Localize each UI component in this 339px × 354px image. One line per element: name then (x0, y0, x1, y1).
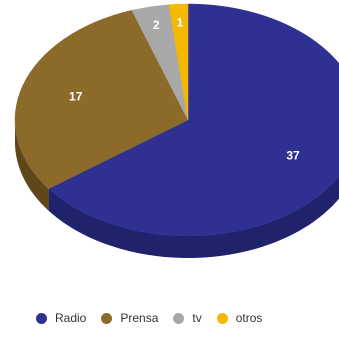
data-label-otros: 1 (177, 16, 184, 30)
legend-item-radio: Radio (36, 311, 86, 325)
pie-slice-prensa (14, 9, 189, 189)
legend-swatch-otros (216, 312, 228, 324)
legend-item-tv: tv (173, 311, 202, 325)
legend-swatch-tv (173, 312, 185, 324)
legend-label-tv: tv (192, 311, 202, 325)
legend-label-radio: Radio (55, 311, 87, 325)
pie-side-radio (48, 176, 339, 258)
legend-item-otros: otros (216, 311, 263, 325)
legend-swatch-radio (36, 312, 47, 324)
legend-swatch-prensa (101, 312, 113, 324)
legend-label-prensa: Prensa (120, 311, 159, 325)
pie-side-prensa (15, 120, 49, 211)
legend-item-prensa: Prensa (101, 311, 158, 325)
pie-slice-radio (48, 3, 339, 237)
legend-label-otros: otros (235, 311, 263, 325)
pie-slice-otros (168, 3, 189, 121)
data-label-prensa: 17 (69, 90, 83, 104)
data-label-radio: 37 (286, 149, 300, 163)
data-label-tv: 2 (153, 18, 160, 32)
chart-legend: Radio Prensa tv otros (36, 311, 262, 325)
